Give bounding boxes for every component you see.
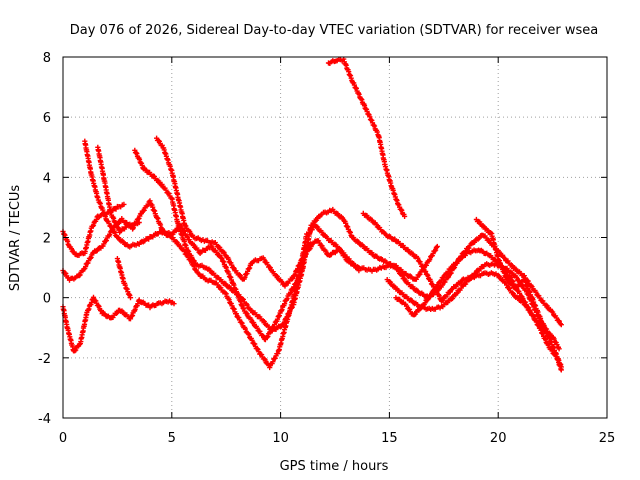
ticks xyxy=(62,56,608,419)
series-track-7 xyxy=(154,135,314,289)
series-track-4 xyxy=(82,138,362,371)
series-track-9 xyxy=(325,56,408,219)
x-tick-label: 15 xyxy=(381,431,398,446)
y-tick-label: 8 xyxy=(43,51,51,66)
y-tick-label: -4 xyxy=(38,412,51,427)
x-axis-label: GPS time / hours xyxy=(280,459,389,474)
y-tick-label: 0 xyxy=(43,292,51,307)
tick-labels: 0 5 10 15 20 25 -4 -2 0 2 4 6 8 xyxy=(38,51,615,446)
series-track-8 xyxy=(114,256,134,301)
y-tick-label: 4 xyxy=(43,171,51,186)
chart-title: Day 076 of 2026, Sidereal Day-to-day VTE… xyxy=(70,23,599,38)
series-track-5 xyxy=(95,144,142,235)
x-tick-label: 25 xyxy=(599,431,616,446)
x-tick-label: 0 xyxy=(59,431,67,446)
y-axis-label: SDTVAR / TECUs xyxy=(8,185,23,292)
x-tick-label: 10 xyxy=(272,431,289,446)
y-tick-label: -2 xyxy=(38,352,51,367)
data-layer xyxy=(60,56,564,373)
x-tick-label: 20 xyxy=(490,431,507,446)
series-track-13 xyxy=(473,216,553,340)
y-tick-label: 6 xyxy=(43,111,51,126)
y-tick-label: 2 xyxy=(43,232,51,247)
x-tick-label: 5 xyxy=(168,431,176,446)
